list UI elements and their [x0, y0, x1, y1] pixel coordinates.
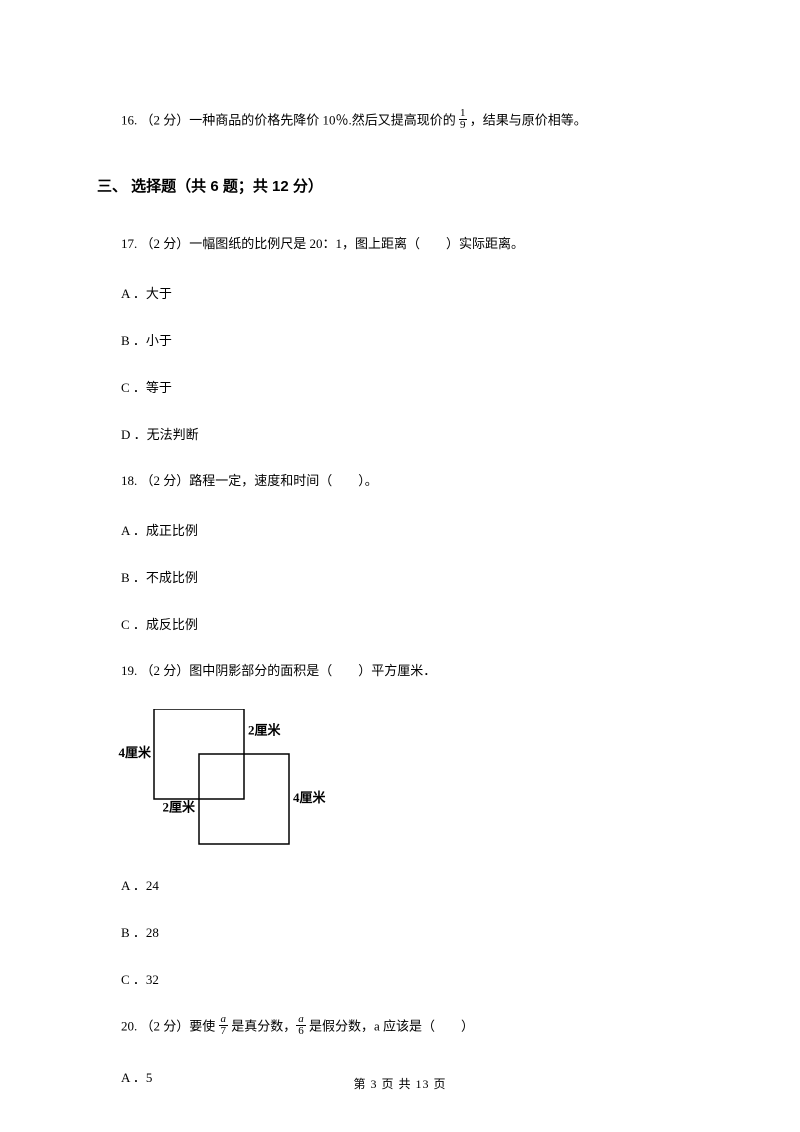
- question-17: 17. （2 分）一幅图纸的比例尺是 20：1，图上距离（ ）实际距离。: [97, 234, 703, 255]
- q17-option-b: B ．小于: [97, 330, 703, 349]
- q17-option-a: A ．大于: [97, 283, 703, 302]
- q19-figure: 4厘米 2厘米 2厘米 4厘米: [97, 709, 703, 849]
- q18-option-b: B ．不成比例: [97, 567, 703, 586]
- question-16: 16. （2 分）一种商品的价格先降价 10％.然后又提高现价的 19 ，结果与…: [97, 110, 703, 133]
- q19-option-b: B ．28: [97, 922, 703, 941]
- label-2cm-bottom: 2厘米: [162, 800, 196, 815]
- question-20: 20. （2 分）要使 a7 是真分数，a6 是假分数，a 应该是（ ）: [97, 1016, 703, 1039]
- label-2cm-top: 2厘米: [248, 723, 282, 738]
- q20-pre: 20. （2 分）要使: [121, 1019, 219, 1034]
- overlapping-squares-diagram: 4厘米 2厘米 2厘米 4厘米: [109, 709, 339, 849]
- q18-option-a: A ．成正比例: [97, 520, 703, 539]
- q20-mid1: 是真分数，: [228, 1019, 296, 1034]
- page-footer: 第 3 页 共 13 页: [0, 1075, 800, 1092]
- question-18: 18. （2 分）路程一定，速度和时间（ ）。: [97, 471, 703, 492]
- q18-option-c: C ．成反比例: [97, 614, 703, 633]
- fraction-1-9: 19: [459, 108, 467, 131]
- section-3-title: 三、 选择题（共 6 题；共 12 分）: [97, 175, 703, 196]
- q17-option-c: C ．等于: [97, 377, 703, 396]
- label-4cm-right: 4厘米: [293, 790, 327, 805]
- q17-option-d: D ．无法判断: [97, 424, 703, 443]
- q19-option-a: A ．24: [97, 875, 703, 894]
- fraction-a-7: a7: [219, 1014, 229, 1037]
- label-4cm-left: 4厘米: [118, 745, 152, 760]
- fraction-a-6: a6: [296, 1014, 306, 1037]
- q16-text-pre: 16. （2 分）一种商品的价格先降价 10％.然后又提高现价的: [121, 112, 459, 127]
- q20-mid2: 是假分数，a 应该是（ ）: [306, 1019, 474, 1034]
- question-19: 19. （2 分）图中阴影部分的面积是（ ）平方厘米．: [97, 661, 703, 682]
- q19-option-c: C ．32: [97, 969, 703, 988]
- q16-text-tail: ，结果与原价相等。: [467, 112, 587, 127]
